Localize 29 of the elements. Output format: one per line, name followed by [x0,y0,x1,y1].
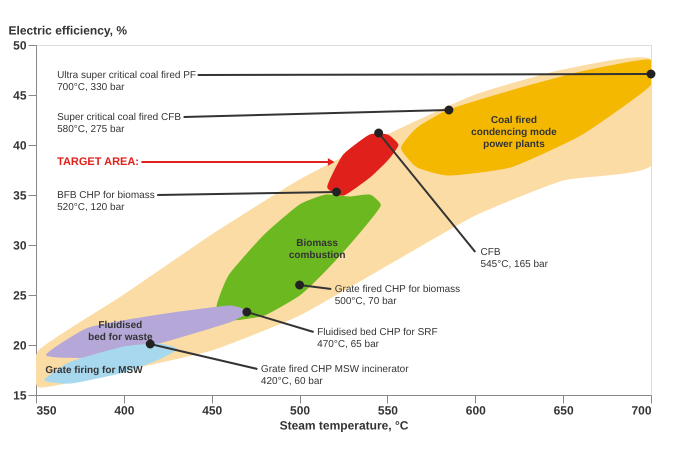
annotation: Fluidised bed CHP for SRF 470°C, 65 bar [317,327,438,350]
x-tick-label: 350 [36,404,57,418]
annotation: TARGET AREA: [57,156,139,168]
y-axis-title: Electric efficiency, % [8,24,128,38]
y-tick-label: 25 [13,288,27,302]
x-axis-title: Steam temperature, °C [280,418,409,432]
x-tick-label: 500 [290,404,310,418]
x-tick-label: 450 [202,404,223,418]
y-tick-label: 20 [13,338,27,352]
x-tick-label: 700 [631,404,652,418]
series-label: Coal fired condencing mode power plants [471,115,558,150]
series-label: Fluidised bed for waste [88,320,154,343]
y-tick-label: 40 [13,138,27,152]
annotation: Super critical coal fired CFB 580°C, 275 bar [57,112,182,135]
x-tick-label: 400 [114,404,135,418]
series-label: Grate firing for MSW [45,365,144,376]
annotation: CFB 545°C, 165 bar [480,247,549,270]
x-tick-label: 600 [466,404,486,418]
x-tick-label: 550 [378,404,398,418]
annotation: Grate fired CHP MSW incinerator 420°C, 60 bar [260,364,410,387]
x-tick-label: 650 [554,404,574,418]
y-tick-label: 15 [13,388,27,402]
y-tick-label: 35 [13,188,27,202]
y-tick-label: 30 [13,238,27,252]
annotation: Grate fired CHP for biomass 500°C, 70 bar [334,284,460,307]
annotation: BFB CHP for biomass 520°C, 120 bar [57,190,155,213]
annotation: Ultra super critical coal fired PF 700°C, 330 bar [57,70,196,93]
y-tick-label: 50 [13,38,27,52]
y-tick-label: 45 [13,88,27,102]
